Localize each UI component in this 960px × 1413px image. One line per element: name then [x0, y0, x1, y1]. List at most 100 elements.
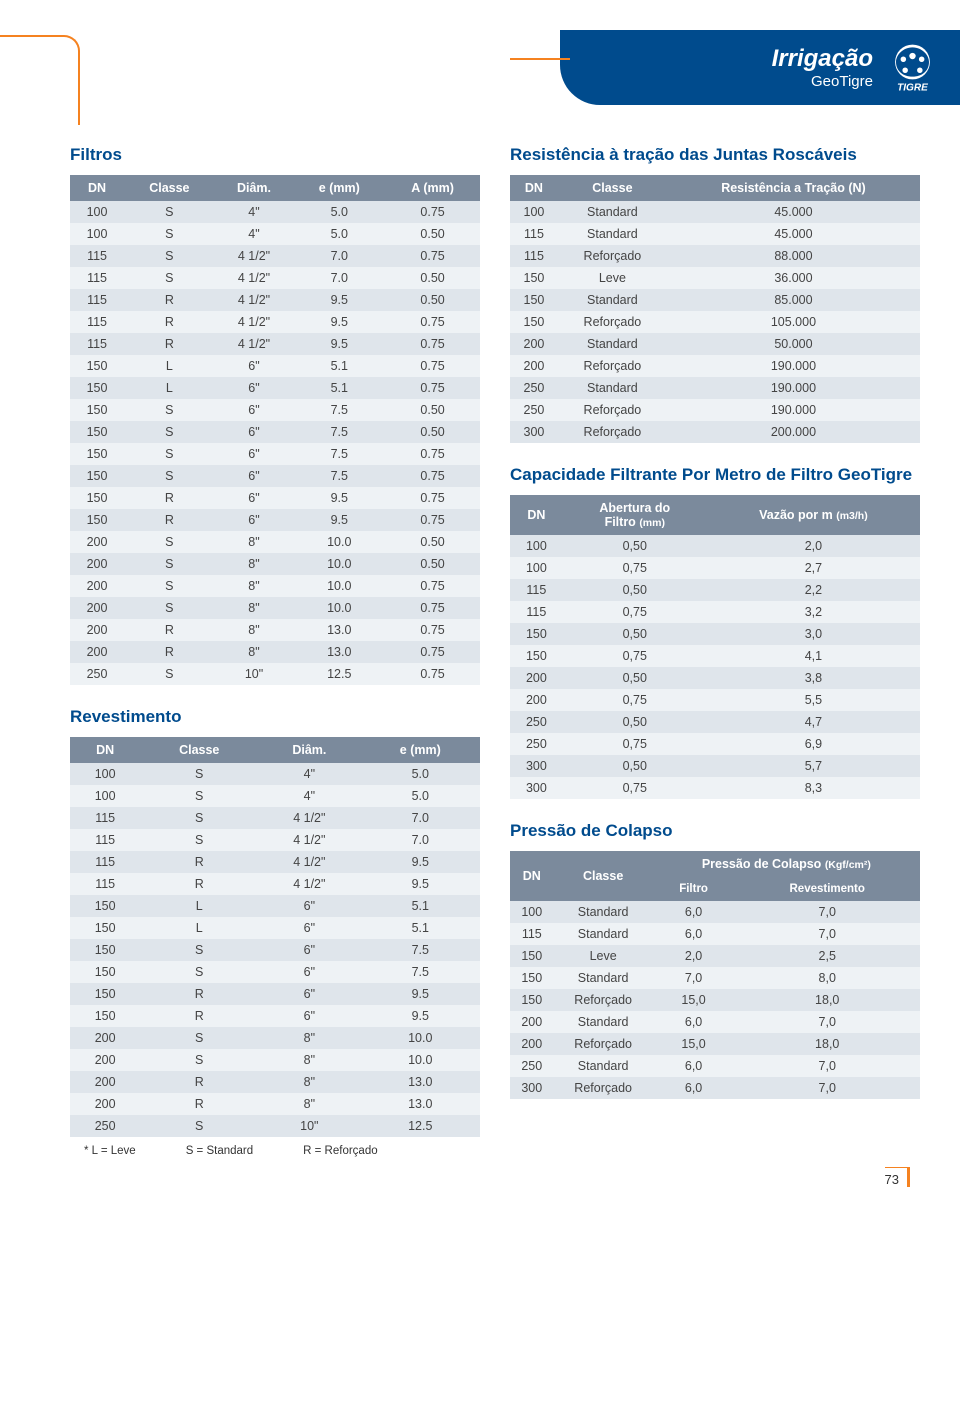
filtros-cell: 4 1/2"	[215, 245, 294, 267]
revestimento-row: 150R6"9.5	[70, 1005, 480, 1027]
capacidade-cell: 115	[510, 601, 563, 623]
revestimento-cell: 5.0	[361, 763, 480, 785]
resistencia-title: Resistência à tração das Juntas Roscávei…	[510, 145, 920, 165]
capacidade-cell: 0,50	[563, 535, 707, 557]
capacidade-cell: 250	[510, 711, 563, 733]
revestimento-cell: 150	[70, 961, 140, 983]
colapso-title: Pressão de Colapso	[510, 821, 920, 841]
revestimento-cell: S	[140, 1049, 258, 1071]
colapso-cell: 18,0	[734, 989, 920, 1011]
revestimento-row: 150S6"7.5	[70, 961, 480, 983]
filtros-cell: 6"	[215, 377, 294, 399]
resistencia-row: 200Reforçado190.000	[510, 355, 920, 377]
revestimento-cell: 13.0	[361, 1093, 480, 1115]
filtros-cell: R	[124, 289, 215, 311]
filtros-cell: 7.0	[293, 245, 385, 267]
revestimento-row: 115R4 1/2"9.5	[70, 851, 480, 873]
revestimento-row: 200R8"13.0	[70, 1071, 480, 1093]
filtros-row: 200S8"10.00.50	[70, 531, 480, 553]
capacidade-cell: 100	[510, 557, 563, 579]
filtros-cell: 0.75	[385, 377, 480, 399]
capacidade-cell: 0,75	[563, 557, 707, 579]
colapso-cell: 7,0	[734, 1077, 920, 1099]
filtros-cell: 4 1/2"	[215, 289, 294, 311]
filtros-cell: 4"	[215, 201, 294, 223]
filtros-cell: S	[124, 465, 215, 487]
resistencia-table: DNClasseResistência a Tração (N) 100Stan…	[510, 175, 920, 443]
filtros-row: 115R4 1/2"9.50.50	[70, 289, 480, 311]
resistencia-cell: Reforçado	[558, 245, 667, 267]
revestimento-row: 200S8"10.0	[70, 1027, 480, 1049]
filtros-cell: 10.0	[293, 531, 385, 553]
resistencia-cell: Reforçado	[558, 399, 667, 421]
filtros-col-3: e (mm)	[293, 175, 385, 201]
resistencia-cell: 150	[510, 267, 558, 289]
filtros-cell: 150	[70, 487, 124, 509]
colapso-row: 200Standard6,07,0	[510, 1011, 920, 1033]
filtros-cell: 7.5	[293, 421, 385, 443]
resistencia-cell: 105.000	[667, 311, 920, 333]
colapso-cell: 6,0	[653, 1055, 735, 1077]
filtros-cell: 10"	[215, 663, 294, 685]
revestimento-cell: 12.5	[361, 1115, 480, 1137]
filtros-row: 150S6"7.50.50	[70, 399, 480, 421]
revestimento-cell: 8"	[258, 1049, 360, 1071]
capacidade-row: 2000,755,5	[510, 689, 920, 711]
resistencia-cell: 85.000	[667, 289, 920, 311]
filtros-title: Filtros	[70, 145, 480, 165]
colapso-cell: 115	[510, 923, 554, 945]
revestimento-cell: 7.0	[361, 829, 480, 851]
revestimento-row: 150L6"5.1	[70, 895, 480, 917]
revestimento-cell: 4 1/2"	[258, 807, 360, 829]
revestimento-cell: 200	[70, 1027, 140, 1049]
resistencia-row: 115Reforçado88.000	[510, 245, 920, 267]
resistencia-cell: 300	[510, 421, 558, 443]
colapso-row: 300Reforçado6,07,0	[510, 1077, 920, 1099]
resistencia-cell: 190.000	[667, 355, 920, 377]
capacidade-row: 1000,502,0	[510, 535, 920, 557]
filtros-row: 150L6"5.10.75	[70, 377, 480, 399]
revestimento-cell: 6"	[258, 895, 360, 917]
resistencia-cell: 88.000	[667, 245, 920, 267]
filtros-row: 150R6"9.50.75	[70, 509, 480, 531]
filtros-cell: 0.50	[385, 289, 480, 311]
colapso-row: 150Standard7,08,0	[510, 967, 920, 989]
resistencia-col-0: DN	[510, 175, 558, 201]
filtros-col-0: DN	[70, 175, 124, 201]
resistencia-cell: 190.000	[667, 399, 920, 421]
filtros-cell: 5.0	[293, 223, 385, 245]
filtros-cell: L	[124, 377, 215, 399]
filtros-cell: 0.75	[385, 465, 480, 487]
filtros-cell: R	[124, 619, 215, 641]
filtros-col-4: A (mm)	[385, 175, 480, 201]
colapso-cell: 150	[510, 967, 554, 989]
revestimento-cell: 150	[70, 895, 140, 917]
header-text: Irrigação GeoTigre	[772, 45, 873, 90]
filtros-row: 150R6"9.50.75	[70, 487, 480, 509]
resistencia-row: 250Reforçado190.000	[510, 399, 920, 421]
filtros-cell: 0.75	[385, 201, 480, 223]
filtros-cell: R	[124, 333, 215, 355]
capacidade-cell: 4,1	[707, 645, 920, 667]
capacidade-col-vazao: Vazão por m (m3/h)	[707, 495, 920, 535]
capacidade-cell: 0,50	[563, 579, 707, 601]
filtros-cell: 6"	[215, 355, 294, 377]
revestimento-cell: 5.0	[361, 785, 480, 807]
filtros-cell: 7.0	[293, 267, 385, 289]
colapso-cell: Standard	[554, 901, 653, 923]
filtros-cell: 8"	[215, 597, 294, 619]
capacidade-row: 1150,502,2	[510, 579, 920, 601]
capacidade-cell: 5,7	[707, 755, 920, 777]
resistencia-row: 100Standard45.000	[510, 201, 920, 223]
revestimento-cell: 150	[70, 983, 140, 1005]
filtros-cell: 200	[70, 641, 124, 663]
colapso-cell: Leve	[554, 945, 653, 967]
filtros-cell: S	[124, 575, 215, 597]
revestimento-cell: 4"	[258, 785, 360, 807]
filtros-row: 200R8"13.00.75	[70, 641, 480, 663]
revestimento-cell: 115	[70, 829, 140, 851]
revestimento-cell: 9.5	[361, 851, 480, 873]
capacidade-cell: 4,7	[707, 711, 920, 733]
filtros-cell: 6"	[215, 487, 294, 509]
resistencia-cell: Reforçado	[558, 311, 667, 333]
